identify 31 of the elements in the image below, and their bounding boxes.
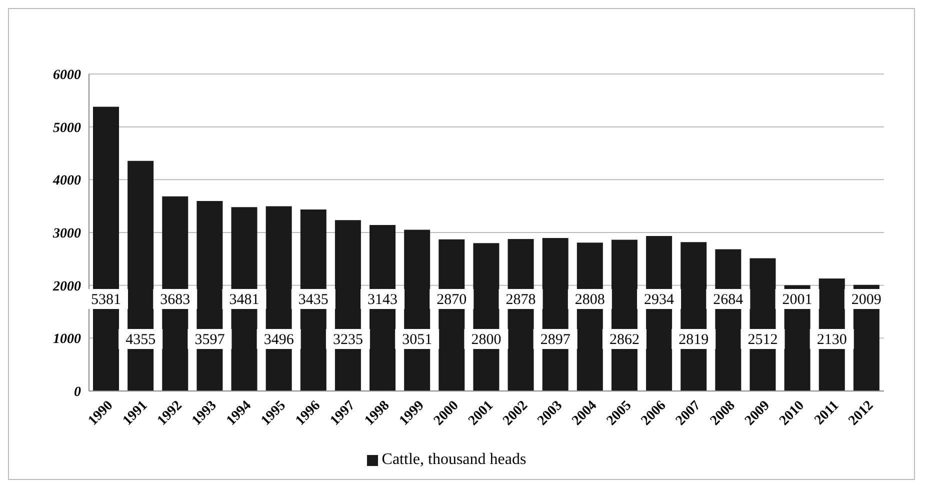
data-label: 2130	[816, 332, 847, 348]
data-label: 3597	[194, 332, 226, 348]
data-label: 2009	[851, 292, 882, 308]
data-label: 2819	[678, 332, 709, 348]
data-label: 2878	[506, 292, 536, 308]
data-label: 3683	[160, 292, 190, 308]
data-label: 2897	[540, 332, 571, 348]
y-tick-label: 1000	[53, 332, 81, 348]
data-label: 5381	[91, 292, 121, 308]
data-label: 3051	[402, 332, 432, 348]
data-label: 2934	[644, 292, 675, 308]
data-label: 3143	[368, 292, 398, 308]
y-tick-label: 4000	[52, 174, 81, 189]
data-label: 2512	[748, 332, 778, 348]
data-label: 2800	[471, 332, 502, 348]
data-label: 2870	[436, 292, 467, 308]
data-label: 2862	[609, 332, 640, 348]
data-label: 3496	[264, 332, 294, 348]
y-tick-label: 3000	[52, 226, 81, 242]
y-tick-label: 2000	[52, 279, 81, 294]
data-label: 2808	[574, 292, 605, 308]
y-tick-label: 5000	[53, 120, 81, 136]
data-label: 2684	[713, 292, 744, 308]
data-label: 3481	[229, 292, 260, 308]
data-label: 3435	[298, 292, 328, 308]
data-label: 2001	[782, 292, 812, 308]
data-label: 3235	[332, 332, 363, 348]
y-tick-label: 0	[74, 384, 81, 400]
legend-label: Cattle, thousand heads	[382, 451, 526, 468]
data-label: 4355	[126, 332, 156, 348]
y-tick-label: 6000	[53, 68, 81, 83]
